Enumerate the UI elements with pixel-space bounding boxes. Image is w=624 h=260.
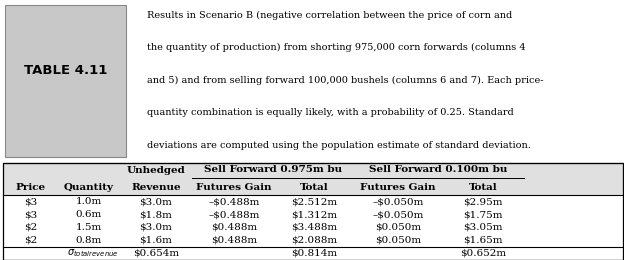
Text: –$0.488m: –$0.488m — [208, 210, 260, 219]
Text: $0.814m: $0.814m — [291, 249, 338, 258]
Text: 0.8m: 0.8m — [76, 236, 102, 245]
Text: TABLE 4.11: TABLE 4.11 — [24, 64, 107, 77]
Bar — [5, 5, 126, 157]
Text: Futures Gain: Futures Gain — [196, 183, 271, 192]
Text: $1.65m: $1.65m — [464, 236, 503, 245]
Text: $3: $3 — [24, 210, 37, 219]
Text: 1.0m: 1.0m — [76, 197, 102, 206]
Text: $3.0m: $3.0m — [139, 223, 172, 232]
Text: Futures Gain: Futures Gain — [361, 183, 436, 192]
Text: $3: $3 — [24, 197, 37, 206]
Text: quantity combination is equally likely, with a probability of 0.25. Standard: quantity combination is equally likely, … — [147, 108, 514, 117]
Text: $2.95m: $2.95m — [464, 197, 503, 206]
Text: 1.5m: 1.5m — [76, 223, 102, 232]
Text: Results in Scenario B (negative correlation between the price of corn and: Results in Scenario B (negative correlat… — [147, 10, 512, 20]
Text: Unhedged: Unhedged — [127, 166, 185, 174]
Text: –$0.050m: –$0.050m — [373, 210, 424, 219]
Text: –$0.488m: –$0.488m — [208, 197, 260, 206]
Text: $1.75m: $1.75m — [464, 210, 503, 219]
Text: $2: $2 — [24, 236, 37, 245]
Text: $0.488m: $0.488m — [211, 223, 257, 232]
Text: Sell Forward 0.975m bu: Sell Forward 0.975m bu — [203, 165, 342, 174]
Text: $1.8m: $1.8m — [139, 210, 172, 219]
Text: $1.312m: $1.312m — [291, 210, 338, 219]
Text: Total: Total — [300, 183, 329, 192]
Bar — [3, 162, 623, 179]
Text: $3.05m: $3.05m — [464, 223, 503, 232]
Text: deviations are computed using the population estimate of standard deviation.: deviations are computed using the popula… — [147, 141, 530, 150]
Text: Revenue: Revenue — [131, 183, 181, 192]
Text: Price: Price — [16, 183, 46, 192]
Text: Total: Total — [469, 183, 498, 192]
Text: $3.0m: $3.0m — [139, 197, 172, 206]
Bar — [3, 179, 623, 195]
Text: Quantity: Quantity — [64, 183, 114, 192]
Text: 0.6m: 0.6m — [76, 210, 102, 219]
Text: $3.488m: $3.488m — [291, 223, 338, 232]
Text: $0.654m: $0.654m — [133, 249, 179, 258]
Text: $0.050m: $0.050m — [375, 236, 421, 245]
Text: –$0.050m: –$0.050m — [373, 197, 424, 206]
Bar — [3, 162, 623, 260]
Text: $0.050m: $0.050m — [375, 223, 421, 232]
Text: $2: $2 — [24, 223, 37, 232]
Text: Sell Forward 0.100m bu: Sell Forward 0.100m bu — [369, 165, 507, 174]
Text: and 5) and from selling forward 100,000 bushels (columns 6 and 7). Each price-: and 5) and from selling forward 100,000 … — [147, 76, 543, 85]
Text: $0.652m: $0.652m — [461, 249, 507, 258]
Text: $2.512m: $2.512m — [291, 197, 338, 206]
Text: $\sigma_{\mathit{totalrevenue}}$: $\sigma_{\mathit{totalrevenue}}$ — [67, 248, 119, 259]
Text: $1.6m: $1.6m — [139, 236, 172, 245]
Text: $0.488m: $0.488m — [211, 236, 257, 245]
Text: the quantity of production) from shorting 975,000 corn forwards (columns 4: the quantity of production) from shortin… — [147, 43, 525, 52]
Text: $2.088m: $2.088m — [291, 236, 338, 245]
